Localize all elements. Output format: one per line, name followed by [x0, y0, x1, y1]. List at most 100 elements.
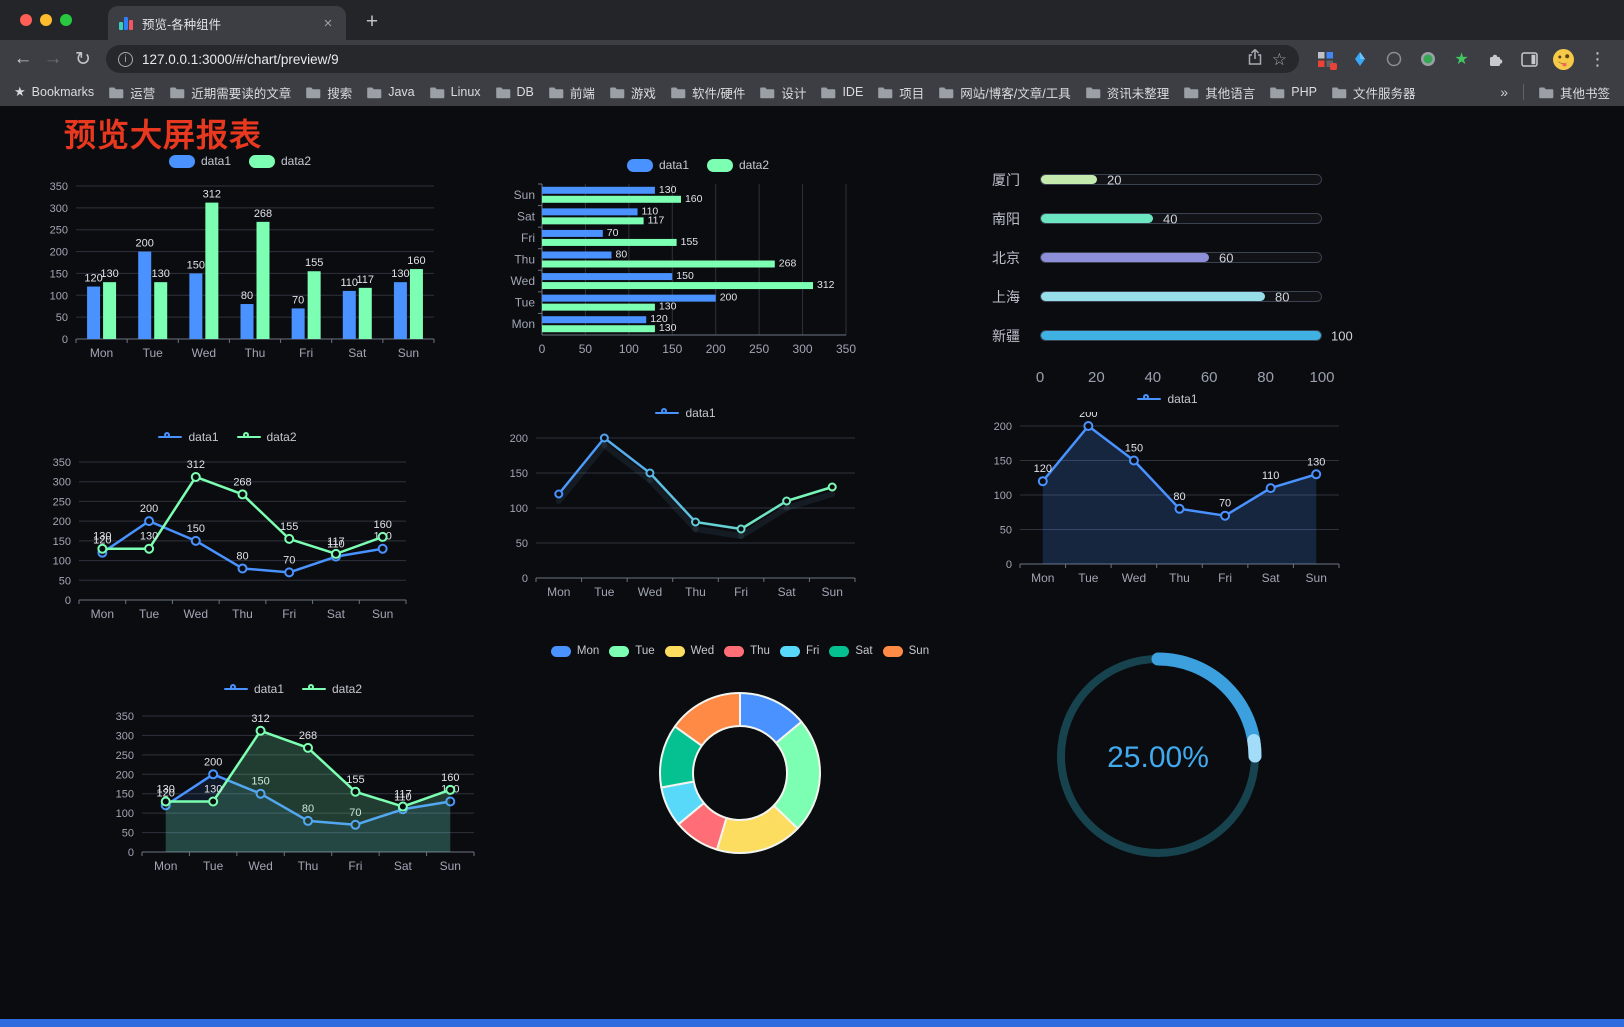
legend-label: data1 [685, 406, 716, 420]
chart-legend[interactable]: data1 data2 [498, 152, 898, 178]
bookmark-folder[interactable]: Java [367, 85, 415, 99]
minimize-window-button[interactable] [40, 14, 52, 26]
svg-text:312: 312 [817, 279, 835, 291]
legend-item[interactable]: data2 [236, 430, 297, 444]
profile-avatar[interactable] [1551, 46, 1576, 72]
extension-dark-circle-icon[interactable] [1381, 46, 1406, 72]
chart-legend[interactable]: data1 data2 [98, 676, 488, 702]
svg-text:300: 300 [116, 730, 134, 742]
svg-text:Wed: Wed [184, 607, 208, 621]
page-content: 预览大屏报表 data1 data2 0 50 100 150 200 250 300 350 Mo… [0, 106, 1624, 1019]
bookmark-folder[interactable]: 前端 [549, 83, 595, 102]
svg-text:Wed: Wed [638, 585, 662, 599]
tab-title: 预览-各种组件 [142, 17, 222, 32]
side-panel-icon[interactable] [1517, 46, 1542, 72]
legend-item[interactable]: data2 [302, 682, 362, 696]
legend-item[interactable]: data2 [249, 154, 311, 168]
svg-text:155: 155 [280, 521, 298, 533]
forward-button[interactable]: → [43, 48, 63, 69]
folder-icon [429, 87, 444, 98]
close-window-button[interactable] [20, 14, 32, 26]
other-bookmarks[interactable]: 其他书签 [1539, 83, 1610, 102]
legend-pill-marker [779, 645, 800, 657]
chart-legend[interactable]: data1 [980, 386, 1355, 412]
legend-label: data1 [200, 154, 231, 168]
bookmark-folder[interactable]: 其他语言 [1184, 83, 1255, 102]
legend-item[interactable]: Tue [609, 645, 655, 657]
bookmark-folder[interactable]: 设计 [760, 83, 806, 102]
legend-item[interactable]: data1 [1137, 392, 1198, 406]
chart-canvas: 0 50 100 150 200 Mon Tue Wed Thu Fri Sat Sun [510, 433, 856, 599]
bookmark-folder[interactable]: PHP [1270, 85, 1317, 99]
dual-area-line-chart: data1 data2 0 50 100 150 200 250 300 350 Mon Tue Wed… [98, 676, 488, 888]
legend-pill-marker [707, 158, 733, 172]
progress-label: 南阳 [992, 210, 1020, 227]
axis-tick-label: 60 [1200, 369, 1218, 386]
chart-legend[interactable]: data1 [498, 400, 873, 426]
chart-canvas: 0 50 100 150 200 Mon Tue Wed Thu Fri Sat Sun 120 200 1… [994, 408, 1340, 585]
legend-item[interactable]: Sun [882, 645, 929, 657]
extension-grid-icon[interactable] [1313, 46, 1338, 72]
legend-item[interactable]: data1 [223, 682, 284, 696]
legend-item[interactable]: data1 [655, 406, 716, 420]
legend-item[interactable]: Sat [829, 645, 873, 657]
legend-item[interactable]: Mon [550, 645, 599, 657]
legend-item[interactable]: data1 [168, 154, 231, 168]
axis-tick-label: 80 [1257, 369, 1274, 386]
extension-drop-icon[interactable] [1347, 46, 1372, 72]
legend-item[interactable]: data1 [626, 158, 689, 172]
reload-button[interactable]: ↻ [75, 48, 91, 70]
bookmark-folder[interactable]: 搜索 [306, 83, 352, 102]
tab-close-icon[interactable]: × [323, 14, 333, 32]
svg-text:100: 100 [510, 503, 528, 515]
legend-item[interactable]: data2 [707, 158, 769, 172]
url-text[interactable]: 127.0.0.1:3000/#/chart/preview/9 [142, 51, 339, 67]
menu-kebab-icon[interactable]: ⋮ [1588, 48, 1607, 69]
bookmark-folder[interactable]: 网站/博客/文章/工具 [939, 83, 1071, 102]
svg-text:Fri: Fri [282, 607, 296, 621]
bottom-accent-bar [0, 1019, 1624, 1027]
legend-label: Sat [855, 645, 873, 657]
bookmark-folder[interactable]: 项目 [878, 83, 924, 102]
svg-text:268: 268 [779, 258, 797, 270]
bookmark-folder[interactable]: IDE [821, 85, 863, 99]
svg-text:80: 80 [1173, 491, 1185, 503]
bookmark-folder[interactable]: 游戏 [610, 83, 656, 102]
chart-legend[interactable]: Mon Tue Wed Thu Fri Sat Sun [545, 638, 935, 664]
legend-item[interactable]: data1 [158, 430, 219, 444]
dual-line-chart: data1 data2 0 50 100 150 200 250 300 350 Mon Tue Wed… [35, 424, 420, 636]
extension-green-circle-icon[interactable] [1415, 46, 1440, 72]
svg-text:130: 130 [659, 322, 677, 334]
bookmark-star-icon[interactable]: ☆ [1271, 49, 1287, 69]
bookmark-folder[interactable]: Linux [429, 85, 481, 99]
svg-text:160: 160 [441, 772, 459, 784]
zoom-window-button[interactable] [60, 14, 72, 26]
svg-text:155: 155 [681, 236, 699, 248]
extensions-puzzle-icon[interactable] [1483, 46, 1508, 72]
svg-text:350: 350 [116, 711, 134, 723]
bookmark-folder[interactable]: 近期需要读的文章 [170, 83, 291, 102]
bookmark-folder[interactable]: 文件服务器 [1332, 83, 1415, 102]
new-tab-button[interactable]: + [365, 10, 379, 33]
legend-item[interactable]: Fri [779, 645, 819, 657]
bookmarks-overflow-chevron[interactable]: » [1500, 84, 1508, 100]
chart-legend[interactable]: data1 data2 [30, 148, 450, 174]
back-button[interactable]: ← [13, 48, 33, 69]
bookmark-folder[interactable]: 运营 [109, 83, 155, 102]
site-info-icon[interactable]: i [118, 51, 133, 67]
chart-canvas: 25.00% [1057, 652, 1262, 857]
svg-text:160: 160 [685, 193, 703, 205]
bookmark-folder[interactable]: 软件/硬件 [671, 83, 745, 102]
legend-item[interactable]: Wed [664, 645, 714, 657]
share-icon[interactable] [1247, 48, 1263, 71]
bookmark-folder[interactable]: 资讯未整理 [1085, 83, 1169, 102]
bookmarks-manager[interactable]: ★ Bookmarks [14, 84, 94, 100]
address-bar[interactable]: i 127.0.0.1:3000/#/chart/preview/9 ☆ [106, 45, 1299, 73]
svg-text:Wed: Wed [511, 274, 535, 288]
legend-item[interactable]: Thu [724, 645, 770, 657]
chart-legend[interactable]: data1 data2 [35, 424, 420, 450]
svg-text:50: 50 [516, 538, 528, 550]
bookmark-folder[interactable]: DB [495, 85, 534, 99]
extension-star-icon[interactable]: ★ [1454, 51, 1469, 68]
browser-tab[interactable]: 预览-各种组件 × [108, 6, 346, 40]
